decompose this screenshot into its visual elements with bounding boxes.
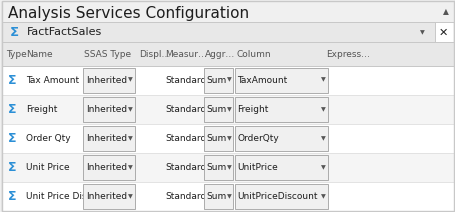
- Text: Standard: Standard: [165, 105, 206, 114]
- Text: Freight: Freight: [26, 105, 58, 114]
- Text: SSAS Type: SSAS Type: [84, 50, 131, 59]
- Text: Express…: Express…: [325, 50, 369, 59]
- Text: Aggr…: Aggr…: [205, 50, 235, 59]
- Bar: [2, 42, 453, 66]
- Text: ▼: ▼: [321, 107, 325, 112]
- Text: ▼: ▼: [226, 107, 231, 112]
- Text: ▼: ▼: [127, 78, 132, 83]
- Text: Inherited: Inherited: [86, 163, 127, 172]
- Text: Standard: Standard: [165, 163, 206, 172]
- Bar: [204, 126, 233, 151]
- Bar: [2, 182, 453, 211]
- Text: Standard: Standard: [165, 76, 206, 85]
- Text: Unit Price Discount: Unit Price Discount: [26, 192, 112, 201]
- Bar: [83, 97, 135, 122]
- Text: Measur…: Measur…: [165, 50, 207, 59]
- Text: Sum: Sum: [206, 134, 226, 143]
- Text: ▼: ▼: [321, 194, 325, 199]
- Bar: [83, 126, 135, 151]
- Bar: [204, 68, 233, 93]
- Bar: [2, 124, 453, 153]
- Bar: [204, 155, 233, 180]
- Text: ▼: ▼: [321, 78, 325, 83]
- Text: ▼: ▼: [226, 78, 231, 83]
- Text: Σ: Σ: [8, 161, 17, 174]
- Text: FactFactSales: FactFactSales: [26, 27, 101, 37]
- Text: Freight: Freight: [237, 105, 268, 114]
- Text: Analysis Services Configuration: Analysis Services Configuration: [8, 6, 249, 21]
- Bar: [2, 95, 453, 124]
- Text: ✕: ✕: [438, 27, 447, 37]
- Text: Inherited: Inherited: [86, 76, 127, 85]
- Text: Displ…: Displ…: [139, 50, 170, 59]
- Text: Inherited: Inherited: [86, 134, 127, 143]
- Text: Inherited: Inherited: [86, 105, 127, 114]
- Bar: [2, 66, 453, 95]
- Bar: [2, 0, 453, 22]
- Text: ▼: ▼: [127, 165, 132, 170]
- Text: UnitPriceDiscount: UnitPriceDiscount: [237, 192, 317, 201]
- Text: ▼: ▼: [226, 194, 231, 199]
- Text: Inherited: Inherited: [86, 192, 127, 201]
- Text: Sum: Sum: [206, 163, 226, 172]
- Text: Type: Type: [6, 50, 27, 59]
- Text: ▼: ▼: [419, 30, 424, 35]
- Bar: [234, 68, 328, 93]
- Text: Column: Column: [236, 50, 270, 59]
- Text: ▼: ▼: [321, 136, 325, 141]
- Bar: [204, 97, 233, 122]
- Bar: [83, 155, 135, 180]
- Text: Σ: Σ: [8, 190, 17, 203]
- Text: ▼: ▼: [127, 194, 132, 199]
- Text: ▲: ▲: [442, 7, 448, 16]
- Bar: [234, 184, 328, 209]
- Text: ▼: ▼: [127, 136, 132, 141]
- Text: UnitPrice: UnitPrice: [237, 163, 277, 172]
- Text: Σ: Σ: [8, 132, 17, 145]
- Text: Standard: Standard: [165, 192, 206, 201]
- Text: Unit Price: Unit Price: [26, 163, 70, 172]
- Text: Sum: Sum: [206, 192, 226, 201]
- Text: ▼: ▼: [127, 107, 132, 112]
- Text: TaxAmount: TaxAmount: [237, 76, 287, 85]
- Bar: [234, 97, 328, 122]
- Bar: [2, 153, 453, 182]
- Bar: [204, 184, 233, 209]
- Bar: [2, 22, 434, 42]
- Bar: [234, 126, 328, 151]
- Text: Tax Amount: Tax Amount: [26, 76, 80, 85]
- Text: OrderQty: OrderQty: [237, 134, 278, 143]
- Text: Name: Name: [26, 50, 53, 59]
- Bar: [83, 184, 135, 209]
- Bar: [83, 68, 135, 93]
- Text: Sum: Sum: [206, 76, 226, 85]
- Text: Standard: Standard: [165, 134, 206, 143]
- Text: Sum: Sum: [206, 105, 226, 114]
- Text: ▼: ▼: [226, 136, 231, 141]
- Text: ▼: ▼: [226, 165, 231, 170]
- Bar: [234, 155, 328, 180]
- Text: Order Qty: Order Qty: [26, 134, 71, 143]
- Text: Σ: Σ: [8, 74, 17, 87]
- Text: Σ: Σ: [8, 103, 17, 116]
- Text: ▼: ▼: [321, 165, 325, 170]
- Text: Σ: Σ: [10, 26, 19, 39]
